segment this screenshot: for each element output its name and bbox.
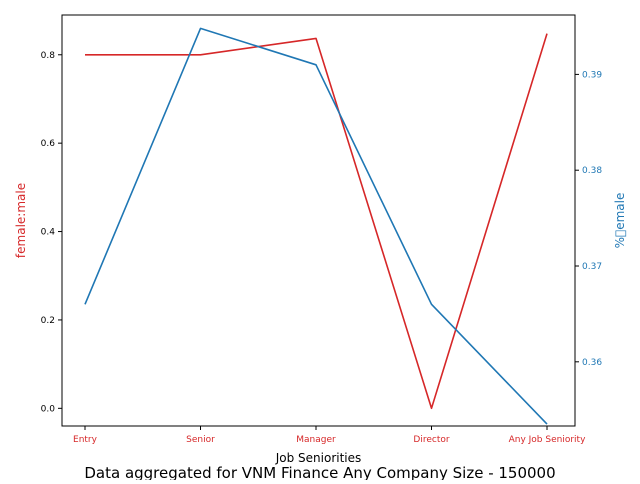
- right-y-tick-label: 0.36: [582, 358, 602, 368]
- right-y-axis: 0.36 0.37 0.38 0.39: [575, 70, 602, 368]
- series-line-left: [85, 33, 548, 410]
- chart-caption: Data aggregated for VNM Finance Any Comp…: [84, 464, 555, 480]
- left-y-tick-label: 0.4: [41, 228, 56, 238]
- left-y-tick-label: 0.2: [41, 316, 55, 326]
- x-axis-label: Job Seniorities: [275, 451, 362, 465]
- right-y-tick-label: 0.38: [582, 166, 602, 176]
- x-tick-label: Manager: [296, 435, 336, 445]
- left-y-axis: 0.0 0.2 0.4 0.6 0.8: [41, 51, 62, 414]
- x-axis: Entry Senior Manager Director Any Job Senior…: [73, 426, 586, 445]
- left-y-tick-label: 0.0: [41, 404, 56, 414]
- series-layer: [84, 27, 548, 425]
- left-y-axis-label: female:male: [14, 183, 28, 258]
- left-y-tick-label: 0.6: [41, 139, 56, 149]
- x-tick-label: Director: [413, 435, 449, 445]
- x-tick-label: Senior: [186, 435, 215, 445]
- series-line-right: [84, 27, 548, 425]
- right-y-tick-label: 0.37: [582, 262, 602, 272]
- left-y-tick-label: 0.8: [41, 51, 56, 61]
- right-y-tick-label: 0.39: [582, 70, 602, 80]
- x-tick-label: Any Job Seniority: [509, 435, 586, 445]
- right-y-axis-label: % emale: [613, 193, 627, 249]
- plot-area: [61, 14, 576, 427]
- plot-frame: [61, 14, 576, 427]
- x-tick-label: Entry: [73, 435, 98, 445]
